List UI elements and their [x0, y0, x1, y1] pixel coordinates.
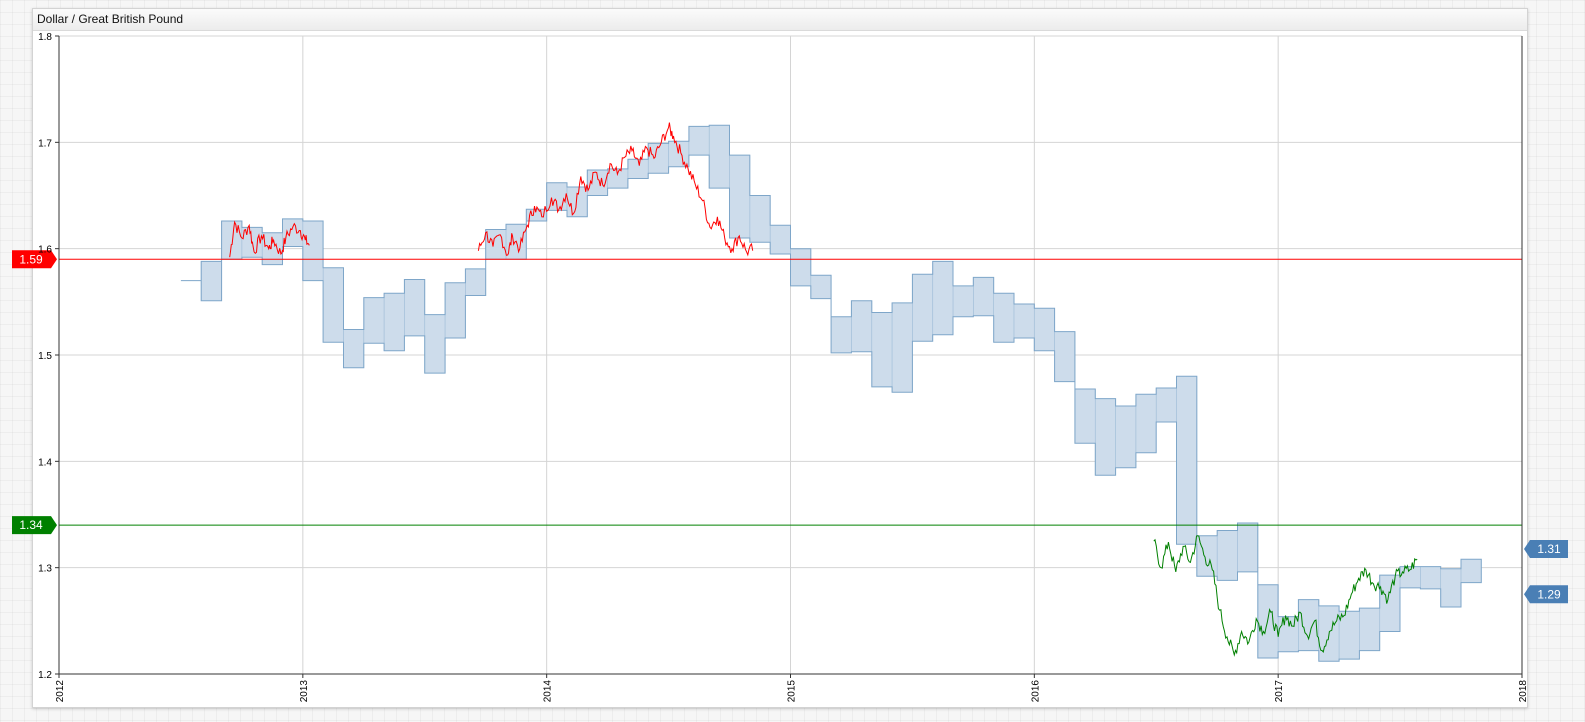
y-tick-label: 1.6: [38, 245, 52, 256]
y-tick-label: 1.3: [38, 564, 52, 575]
x-tick-label: 2012: [55, 680, 66, 703]
price-line-segment: [229, 220, 310, 258]
y-tick-label: 1.2: [38, 670, 52, 681]
price-line: [229, 122, 1418, 657]
range-band-edges: [200, 125, 1462, 662]
widget-title: Dollar / Great British Pound: [37, 12, 184, 26]
threshold-badge: [12, 250, 57, 269]
x-tick-label: 2014: [543, 680, 554, 703]
threshold-badge-label: 1.34: [19, 518, 43, 532]
x-tick-label: 2017: [1274, 680, 1285, 703]
x-tick-label: 2013: [299, 680, 310, 703]
threshold-badge-label: 1.59: [19, 252, 43, 266]
x-tick-label: 2018: [1518, 680, 1529, 703]
last-value-label: 1.29: [1537, 587, 1561, 601]
threshold-badge: [12, 516, 57, 535]
y-tick-label: 1.8: [38, 32, 52, 43]
y-tick-label: 1.7: [38, 138, 52, 149]
price-line-segment: [477, 122, 754, 257]
x-tick-label: 2015: [787, 680, 798, 703]
x-tick-label: 2016: [1030, 680, 1041, 703]
price-line-segment: [1153, 535, 1418, 657]
last-value-label: 1.31: [1537, 542, 1561, 556]
y-tick-label: 1.5: [38, 351, 52, 362]
widget-header: Dollar / Great British Pound: [33, 9, 1527, 31]
last-value-badge: [1524, 585, 1568, 604]
y-tick-label: 1.4: [38, 457, 52, 468]
range-band: [180, 124, 1482, 662]
grid: [58, 35, 1523, 675]
last-value-badge: [1524, 540, 1568, 559]
